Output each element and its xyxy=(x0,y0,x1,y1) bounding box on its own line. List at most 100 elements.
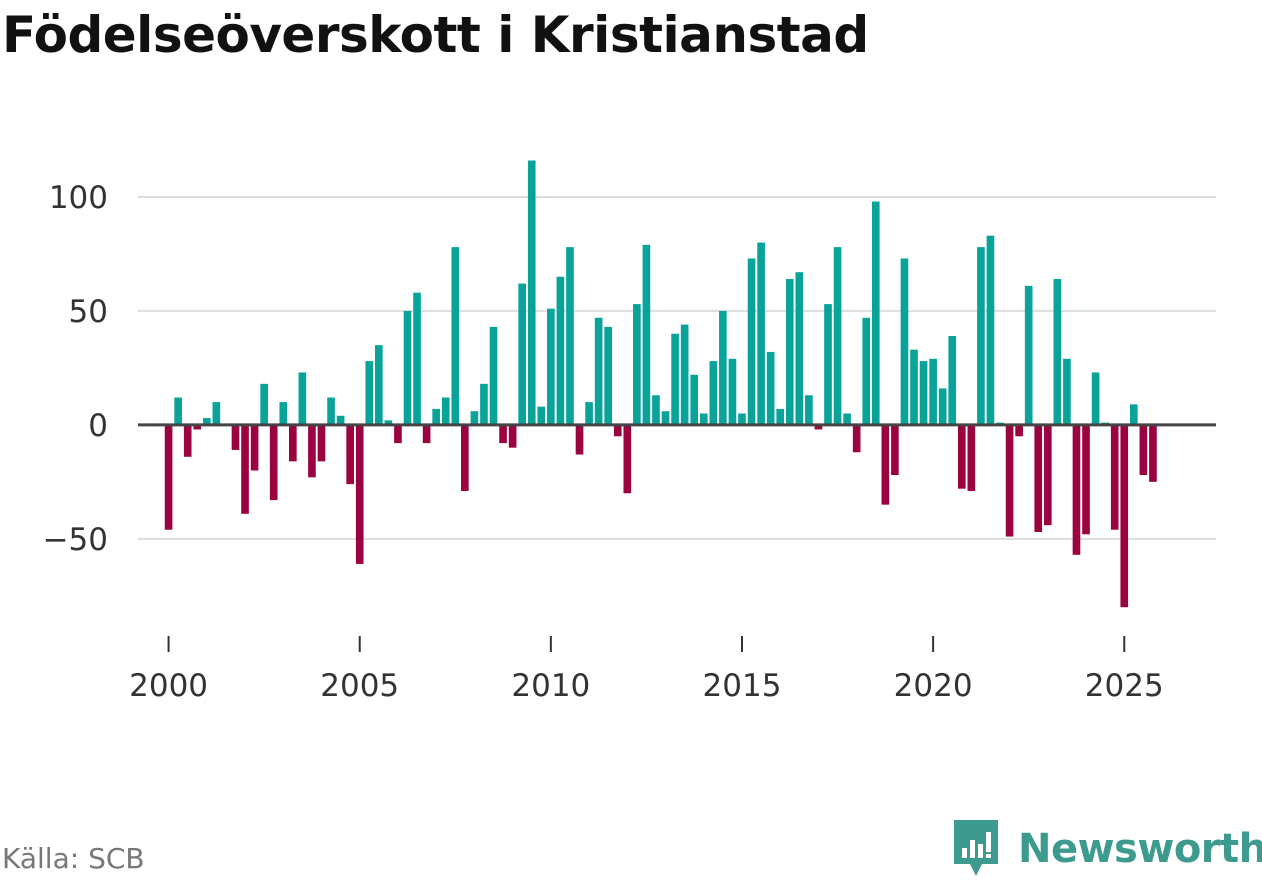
bar-positive xyxy=(833,247,842,425)
bar-positive xyxy=(470,411,479,425)
y-tick-label: −50 xyxy=(43,522,108,558)
bar-positive xyxy=(604,326,613,425)
bar-negative xyxy=(1043,424,1052,526)
bar-negative xyxy=(241,424,249,514)
x-tick-label: 2005 xyxy=(320,668,399,704)
bar-negative xyxy=(1149,424,1157,482)
y-tick-label: 50 xyxy=(69,294,108,330)
brand-name: Newsworthy xyxy=(1018,826,1262,872)
y-tick-label: 0 xyxy=(88,408,108,444)
bar-positive xyxy=(413,292,421,425)
bar-negative xyxy=(1082,424,1090,535)
bar-positive xyxy=(537,406,546,425)
bar-negative xyxy=(317,424,326,462)
bar-positive xyxy=(919,361,928,425)
bar-positive xyxy=(547,308,555,425)
x-axis: 2000 2005 2010 2015 2020 2025 xyxy=(129,636,1164,704)
newsworthy-logo-icon xyxy=(954,820,998,876)
bar-negative xyxy=(394,424,402,444)
bar-negative xyxy=(891,424,899,476)
bar-positive xyxy=(527,160,536,425)
bar-positive xyxy=(671,333,679,425)
y-axis: −50 0 50 100 xyxy=(43,180,108,558)
bar-positive xyxy=(900,258,909,425)
bar-positive xyxy=(1053,279,1062,425)
bar-positive xyxy=(776,408,785,425)
bar-positive xyxy=(451,247,460,425)
bar-positive xyxy=(977,247,985,425)
bar-positive xyxy=(948,336,957,425)
bar-positive xyxy=(202,418,211,425)
brand-logo[interactable]: Newsworthy xyxy=(950,818,1262,880)
bar-positive xyxy=(556,276,565,425)
bar-positive xyxy=(403,310,412,425)
bar-positive xyxy=(298,372,307,425)
x-tick-label: 2020 xyxy=(894,668,973,704)
bar-negative xyxy=(1110,424,1119,530)
bar-negative xyxy=(231,424,240,450)
bar-positive xyxy=(642,244,651,425)
bar-negative xyxy=(814,424,823,430)
bar-positive xyxy=(690,374,699,425)
bar-positive xyxy=(728,358,737,425)
bar-positive xyxy=(709,361,718,425)
source-label: Källa: SCB xyxy=(2,842,145,875)
bar-positive xyxy=(824,304,832,425)
bar-positive xyxy=(862,317,871,425)
bar-positive xyxy=(336,415,345,425)
bar-negative xyxy=(288,424,297,462)
bar-negative xyxy=(881,424,890,505)
bar-positive xyxy=(747,258,756,425)
bar-negative xyxy=(1120,424,1129,608)
bar-negative xyxy=(967,424,976,491)
x-tick-label: 2025 xyxy=(1085,668,1164,704)
bar-series xyxy=(164,160,1157,608)
bar-positive xyxy=(212,402,221,425)
bar-positive xyxy=(260,383,268,425)
bar-negative xyxy=(613,424,622,437)
x-tick-label: 2000 xyxy=(129,668,208,704)
bar-positive xyxy=(518,283,527,425)
bar-positive xyxy=(375,345,383,425)
bar-negative xyxy=(499,424,507,444)
bar-positive xyxy=(805,395,813,425)
bar-negative xyxy=(250,424,259,471)
bar-positive xyxy=(785,279,794,425)
bar-negative xyxy=(308,424,316,478)
bar-positive xyxy=(938,388,947,425)
bar-positive xyxy=(661,411,670,425)
bar-positive xyxy=(1091,372,1100,425)
bar-positive xyxy=(365,361,374,425)
bar-negative xyxy=(269,424,278,501)
bar-positive xyxy=(279,402,288,425)
bar-negative xyxy=(1015,424,1023,437)
bar-negative xyxy=(1005,424,1014,537)
bar-negative xyxy=(346,424,354,485)
bar-positive xyxy=(489,326,498,425)
bar-positive xyxy=(174,397,182,425)
bar-positive xyxy=(766,351,775,425)
bar-positive xyxy=(738,413,746,425)
bar-negative xyxy=(461,424,469,491)
bar-positive xyxy=(441,397,450,425)
bar-positive xyxy=(699,413,708,425)
bar-positive xyxy=(757,242,765,425)
bar-positive xyxy=(594,317,603,425)
bar-positive xyxy=(910,349,918,425)
x-tick-label: 2010 xyxy=(511,668,590,704)
bar-negative xyxy=(422,424,431,444)
bar-negative xyxy=(957,424,966,489)
bar-positive xyxy=(719,310,727,425)
bar-positive xyxy=(795,272,804,425)
y-tick-label: 100 xyxy=(49,180,108,216)
x-tick-label: 2015 xyxy=(703,668,782,704)
bar-negative xyxy=(508,424,517,448)
bar-positive xyxy=(585,402,593,425)
bar-negative xyxy=(575,424,584,455)
bar-negative xyxy=(1139,424,1148,476)
bar-positive xyxy=(327,397,335,425)
bar-negative xyxy=(355,424,364,564)
bar-positive xyxy=(633,304,641,425)
gridlines xyxy=(138,195,1216,540)
